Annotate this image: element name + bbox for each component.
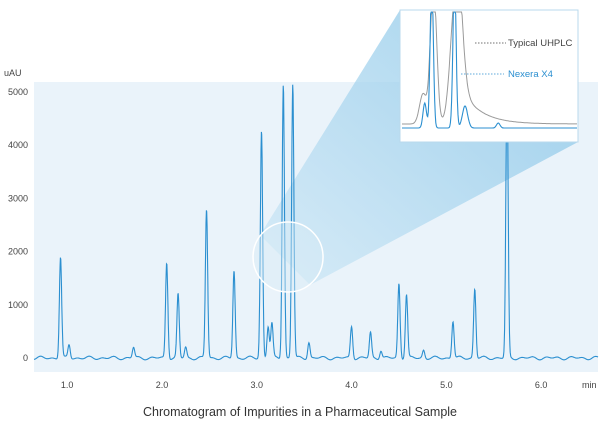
legend-nexera-x4: Nexera X4 bbox=[508, 69, 553, 80]
legend-typical-uhplc: Typical UHPLC bbox=[508, 38, 573, 49]
series-line-typical-uhplc bbox=[402, 11, 577, 125]
y-tick-label: 3000 bbox=[8, 193, 28, 203]
x-tick-label: 5.0 bbox=[440, 380, 453, 390]
x-tick-label: 3.0 bbox=[250, 380, 263, 390]
y-tick-label: 0 bbox=[23, 353, 28, 363]
series-line-nexera-x4 bbox=[402, 11, 577, 129]
y-tick-label: 5000 bbox=[8, 87, 28, 97]
x-tick-label: 2.0 bbox=[156, 380, 169, 390]
x-tick-labels: 1.0 2.0 3.0 4.0 5.0 6.0 bbox=[61, 380, 547, 390]
y-axis-label: uAU bbox=[4, 68, 22, 78]
x-axis-label: min bbox=[582, 380, 597, 390]
x-tick-label: 4.0 bbox=[345, 380, 358, 390]
y-tick-label: 2000 bbox=[8, 247, 28, 257]
zoom-lens bbox=[252, 221, 324, 293]
zoom-beam bbox=[260, 10, 578, 285]
chart-title: Chromatogram of Impurities in a Pharmace… bbox=[143, 405, 457, 419]
zoom-inset: Typical UHPLC Nexera X4 bbox=[399, 9, 579, 143]
series-line-main bbox=[33, 83, 599, 361]
y-tick-label: 4000 bbox=[8, 140, 28, 150]
y-tick-labels: 0 1000 2000 3000 4000 5000 bbox=[8, 87, 28, 363]
y-tick-label: 1000 bbox=[8, 300, 28, 310]
x-tick-label: 1.0 bbox=[61, 380, 74, 390]
x-tick-label: 6.0 bbox=[535, 380, 548, 390]
